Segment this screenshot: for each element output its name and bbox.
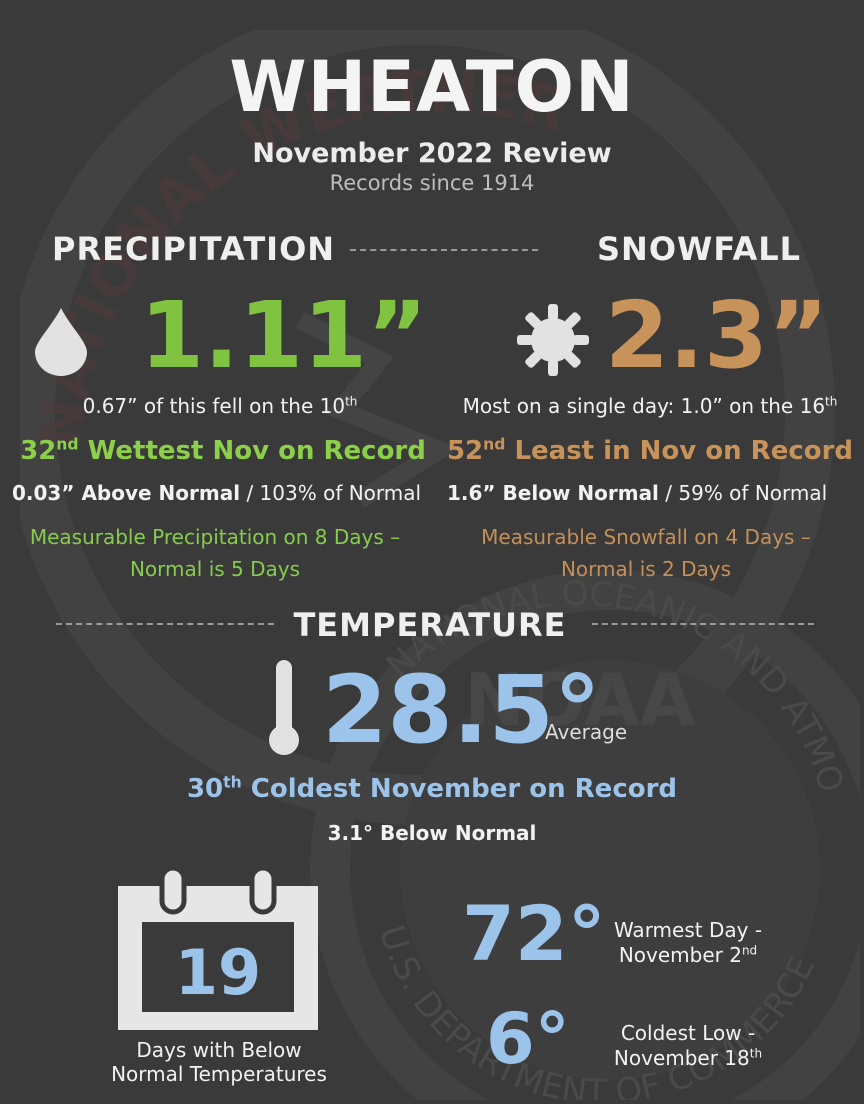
snowfall-total: 2.3” bbox=[605, 282, 829, 389]
average-label: Average bbox=[545, 720, 628, 744]
records-note: Records since 1914 bbox=[329, 171, 535, 195]
divider bbox=[350, 249, 538, 251]
snowfall-heading: SNOWFALL bbox=[597, 230, 802, 268]
thermometer-icon bbox=[269, 660, 299, 755]
snowflake-icon bbox=[517, 304, 589, 376]
snowfall-most-note: Most on a single day: 1.0” on the 16th bbox=[462, 394, 838, 418]
precipitation-total: 1.11” bbox=[140, 282, 428, 389]
page-title: WHEATON bbox=[229, 46, 635, 128]
temperature-average: 28.5° bbox=[322, 656, 601, 765]
below-normal-days-count: 19 bbox=[174, 936, 262, 1009]
svg-text:NOAA: NOAA bbox=[465, 658, 696, 742]
precipitation-normal: 0.03” Above Normal / 103% of Normal bbox=[12, 481, 422, 505]
raindrop-icon bbox=[35, 308, 87, 376]
precipitation-days: Measurable Precipitation on 8 Days – Nor… bbox=[29, 525, 401, 581]
below-normal-days-label: Days with Below Normal Temperatures bbox=[111, 1038, 327, 1086]
precipitation-fell-note: 0.67” of this fell on the 10th bbox=[82, 394, 358, 418]
coldest-low-value: 6° bbox=[486, 998, 570, 1080]
snowfall-normal: 1.6” Below Normal / 59% of Normal bbox=[447, 481, 828, 505]
snowfall-days: Measurable Snowfall on 4 Days – Normal i… bbox=[481, 525, 811, 581]
precipitation-rank: 32nd Wettest Nov on Record bbox=[20, 435, 426, 466]
divider bbox=[592, 623, 814, 625]
divider bbox=[56, 623, 274, 625]
noaa-seal-watermark: NATIONAL WEATHER SERVICE NATIONAL OCEANI… bbox=[20, 30, 860, 1100]
page-subtitle: November 2022 Review bbox=[252, 138, 612, 169]
precipitation-heading: PRECIPITATION bbox=[52, 230, 336, 268]
temperature-rank: 30th Coldest November on Record bbox=[186, 773, 678, 804]
warmest-day-value: 72° bbox=[462, 889, 606, 978]
coldest-low-label: Coldest Low - November 18th bbox=[613, 1021, 763, 1070]
temperature-normal: 3.1° Below Normal bbox=[327, 821, 537, 845]
warmest-day-label: Warmest Day - November 2nd bbox=[613, 918, 763, 967]
snowfall-rank: 52nd Least in Nov on Record bbox=[446, 435, 854, 466]
calendar-icon bbox=[118, 866, 318, 1030]
temperature-heading: TEMPERATURE bbox=[293, 606, 567, 644]
